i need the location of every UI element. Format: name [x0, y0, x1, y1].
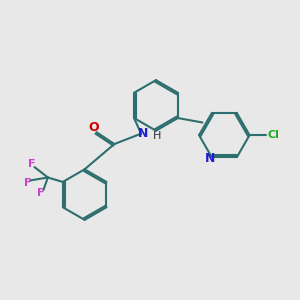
- Text: Cl: Cl: [267, 130, 279, 140]
- Text: F: F: [28, 159, 36, 170]
- Text: O: O: [88, 121, 99, 134]
- Text: N: N: [138, 127, 148, 140]
- Text: H: H: [153, 131, 162, 141]
- Text: F: F: [37, 188, 44, 198]
- Text: F: F: [24, 178, 31, 188]
- Text: N: N: [205, 152, 215, 165]
